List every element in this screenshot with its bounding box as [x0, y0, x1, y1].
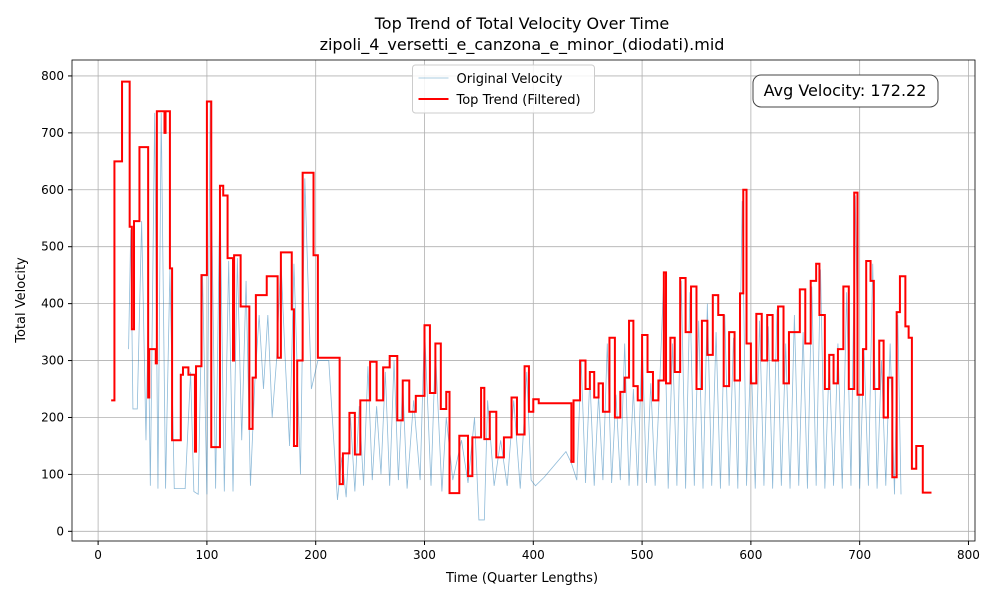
x-tick-label: 0 — [94, 548, 102, 562]
y-axis-label: Total Velocity — [14, 257, 29, 344]
y-tick-label: 600 — [41, 183, 64, 197]
plot-frame — [71, 59, 976, 542]
x-tick-label: 300 — [413, 548, 436, 562]
x-tick-label: 800 — [957, 548, 980, 562]
annotation: Avg Velocity: 172.22 — [764, 81, 927, 100]
legend-box — [412, 64, 595, 114]
annotation-box — [752, 74, 939, 108]
legend-label: Top Trend (Filtered) — [456, 93, 581, 108]
x-tick-label: 700 — [848, 548, 871, 562]
x-tick-label: 100 — [195, 548, 218, 562]
x-axis-label: Time (Quarter Lengths) — [445, 571, 598, 586]
y-tick-label: 800 — [41, 69, 64, 83]
y-tick-label: 400 — [41, 297, 64, 311]
y-tick-label: 0 — [56, 524, 64, 538]
x-tick-label: 600 — [739, 548, 762, 562]
line-series — [128, 101, 902, 521]
x-tick-label: 400 — [522, 548, 545, 562]
y-tick-label: 700 — [41, 126, 64, 140]
y-tick-label: 500 — [41, 240, 64, 254]
legend-label: Original Velocity — [457, 72, 563, 87]
chart-subtitle: zipoli_4_versetti_e_canzona_e_minor_(dio… — [320, 35, 725, 55]
x-tick-label: 500 — [631, 548, 654, 562]
line-series — [111, 80, 932, 495]
chart-title: Top Trend of Total Velocity Over Time — [374, 14, 670, 33]
y-tick-label: 200 — [41, 410, 64, 424]
y-tick-label: 300 — [41, 354, 64, 368]
y-tick-label: 100 — [41, 467, 64, 481]
x-tick-label: 200 — [304, 548, 327, 562]
